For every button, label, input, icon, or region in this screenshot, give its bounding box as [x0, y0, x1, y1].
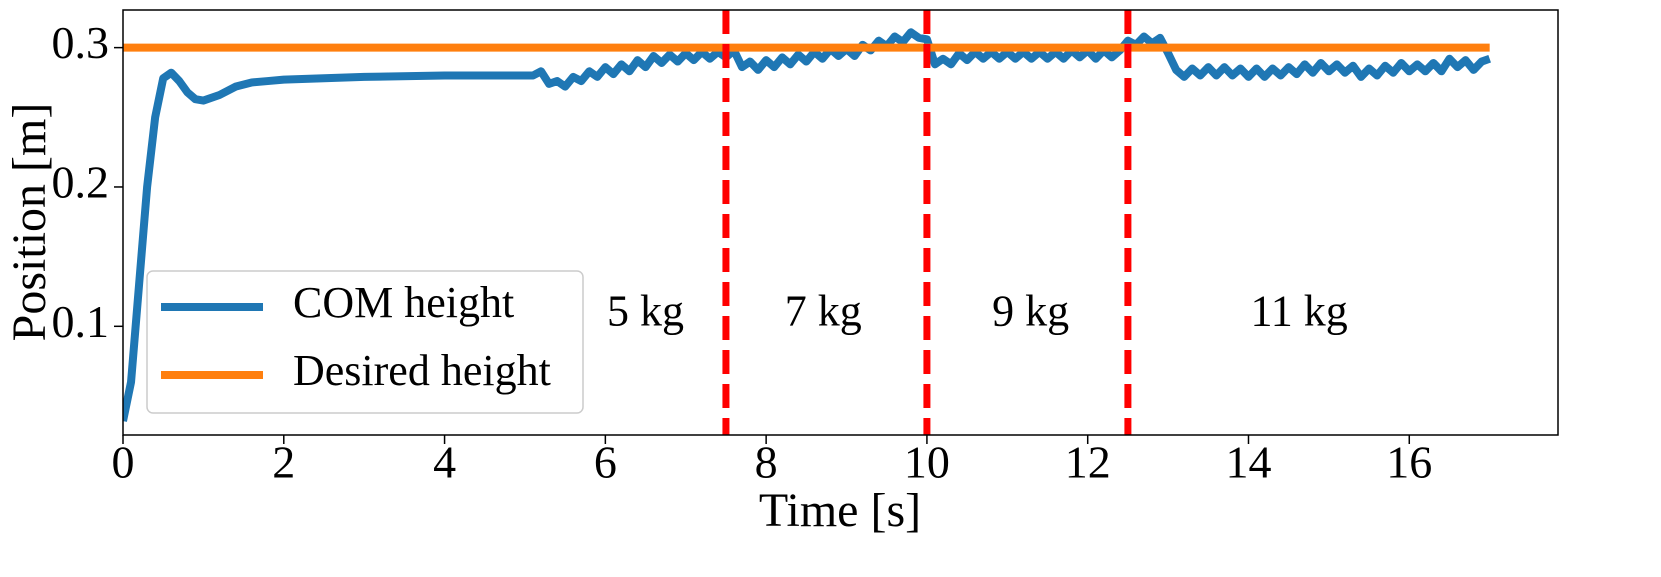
x-tick-label: 0 [112, 437, 135, 488]
data-line [123, 28, 1491, 422]
legend-label: COM height [293, 278, 514, 327]
x-tick-label: 10 [904, 437, 950, 488]
annotation: 11 kg [1250, 286, 1347, 335]
annotation: 5 kg [607, 286, 684, 335]
y-tick-label: 0.2 [52, 157, 110, 208]
x-tick-label: 8 [755, 437, 778, 488]
x-tick-label: 6 [594, 437, 617, 488]
x-tick-label: 12 [1065, 437, 1111, 488]
x-tick-label: 16 [1386, 437, 1432, 488]
y-axis-label: Position [m] [3, 103, 56, 342]
x-tick-label: 2 [272, 437, 295, 488]
x-axis-label: Time [s] [759, 484, 921, 537]
x-tick-label: 4 [433, 437, 456, 488]
annotation: 7 kg [785, 286, 862, 335]
legend-label: Desired height [293, 346, 551, 395]
y-tick-label: 0.1 [52, 296, 110, 347]
x-tick-label: 14 [1225, 437, 1271, 488]
y-tick-label: 0.3 [52, 17, 110, 68]
annotation: 9 kg [992, 286, 1069, 335]
axes-frame [122, 9, 1559, 436]
